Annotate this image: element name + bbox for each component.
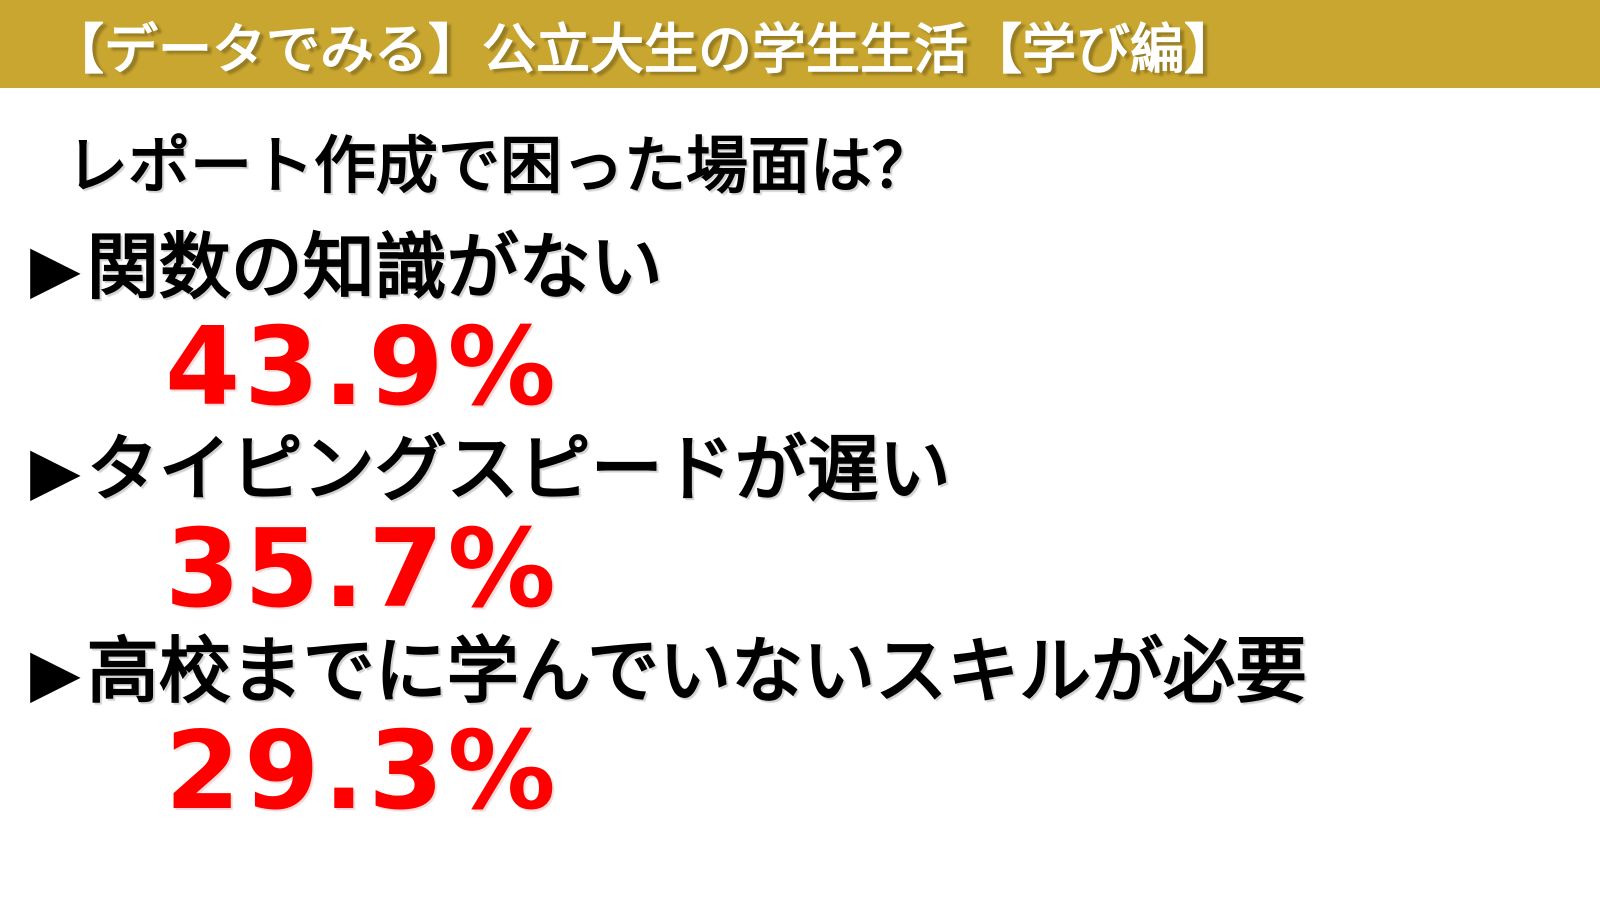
item-percentage: 35.7% bbox=[165, 507, 560, 632]
item-percentage: 43.9% bbox=[165, 305, 560, 430]
triangle-bullet-icon: ▶ bbox=[30, 634, 81, 711]
header-bar: 【データでみる】公立大生の学生生活【学び編】 bbox=[0, 0, 1600, 88]
triangle-bullet-icon: ▶ bbox=[30, 230, 81, 307]
list-item: ▶ 関数の知識がない bbox=[30, 216, 1600, 318]
item-percentage: 29.3% bbox=[165, 709, 560, 834]
question-text: レポート作成で困った場面は？ bbox=[66, 129, 935, 202]
item-label-text: 関数の知識がない bbox=[86, 225, 663, 309]
content-area: レポート作成で困った場面は？ ▶ 関数の知識がない 43.9% ▶ タイピングス… bbox=[0, 88, 1600, 834]
list-item: ▶ 高校までに学んでいないスキルが必要 bbox=[30, 620, 1600, 722]
list-item: ▶ タイピングスピードが遅い bbox=[30, 418, 1600, 520]
item-label-text: タイピングスピードが遅い bbox=[86, 427, 951, 511]
triangle-bullet-icon: ▶ bbox=[30, 432, 81, 509]
page-title: 【データでみる】公立大生の学生生活【学び編】 bbox=[50, 17, 1238, 81]
item-label-text: 高校までに学んでいないスキルが必要 bbox=[86, 629, 1308, 713]
